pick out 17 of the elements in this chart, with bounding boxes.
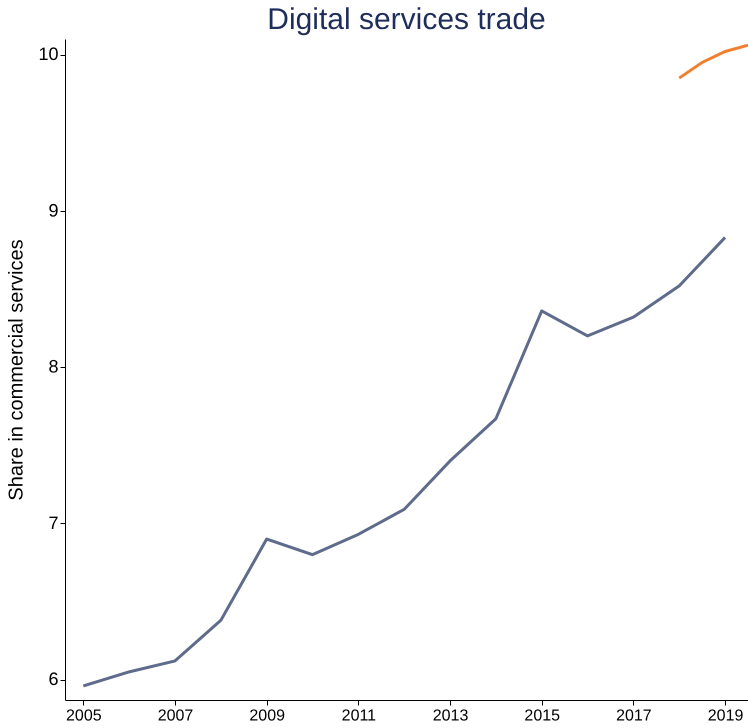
line-series [678,44,748,80]
line-series [82,236,727,688]
x-tick-label: 2015 [524,708,560,724]
x-tick-label: 2005 [66,708,102,724]
y-tick-label: 7 [48,512,58,533]
y-tick-label: 6 [48,669,58,690]
y-tick-label: 8 [48,356,58,377]
x-tick-label: 2009 [249,708,286,724]
x-tick-label: 2017 [616,708,652,724]
x-tick-label: 2019 [708,708,744,724]
x-tick-label: 2007 [158,708,194,724]
x-tick-label: 2013 [432,708,468,724]
y-tick-label: 9 [48,200,58,220]
y-axis-title: Share in commercial services [5,239,28,501]
x-tick-label: 2011 [342,708,376,724]
y-tick-label: 10 [38,44,58,64]
chart-title: Digital services trade [267,3,546,36]
